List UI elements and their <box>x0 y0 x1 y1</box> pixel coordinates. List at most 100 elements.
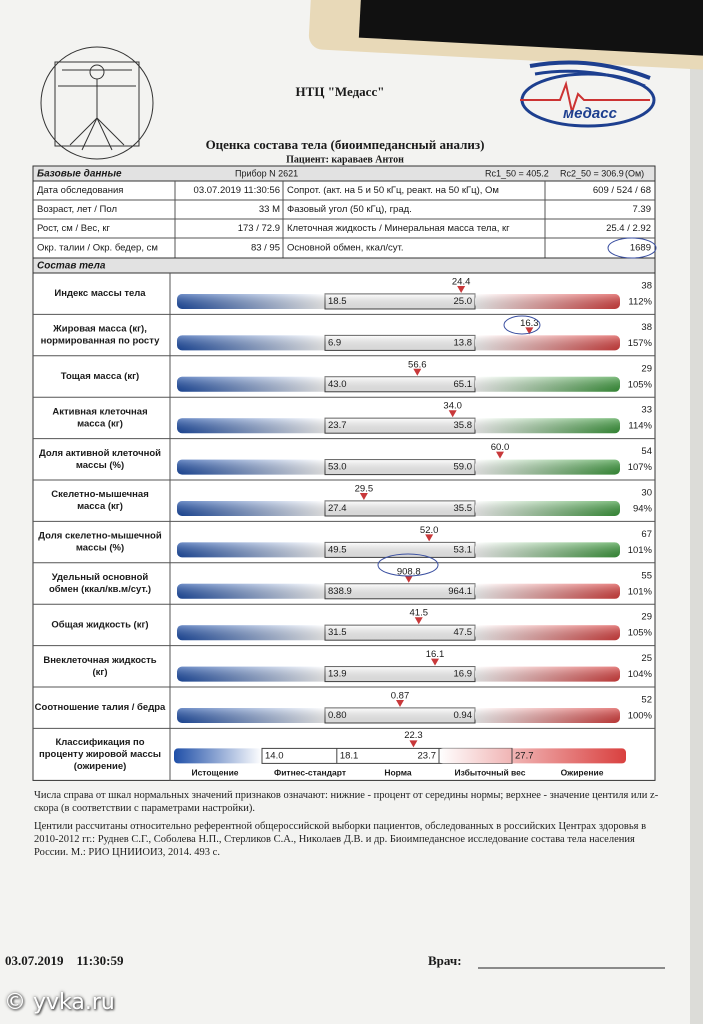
centile: 55 <box>641 570 652 581</box>
norm-low: 53.0 <box>328 462 347 473</box>
category: Избыточный вес <box>454 768 525 778</box>
bar-shade <box>177 418 620 434</box>
bar-shade <box>177 583 620 599</box>
base-table: Дата обследования 03.07.2019 11:30:56 Сопр… <box>32 180 656 259</box>
marker-value: 52.0 <box>420 525 439 536</box>
threshold: 14.0 <box>265 750 284 761</box>
norm-low: 31.5 <box>328 627 347 638</box>
centile: 38 <box>641 281 652 292</box>
cell-label: Окр. талии / Окр. бедер, см <box>37 243 158 254</box>
pen-circle <box>607 237 657 259</box>
marker-value: 29.5 <box>355 484 374 495</box>
marker-value: 60.0 <box>491 442 510 453</box>
percent: 114% <box>628 421 652 432</box>
cell-label: Клеточная жидкость / Минеральная масса т… <box>287 223 510 234</box>
bar-shade <box>177 708 620 723</box>
cell-value: 609 / 524 / 68 <box>593 185 651 196</box>
indicator-label: Скелетно-мышечная <box>51 489 149 500</box>
pen-circle <box>503 315 541 335</box>
indicator-label: Общая жидкость (кг) <box>51 619 148 630</box>
centile: 29 <box>641 612 652 623</box>
indicator-label: проценту жировой массы <box>39 749 161 760</box>
marker-value: 34.0 <box>443 401 462 412</box>
marker-triangle <box>457 286 466 293</box>
bar-shade <box>177 542 620 558</box>
cell-label: Фазовый угол (50 кГц), град. <box>287 204 412 215</box>
indicator-label: Доля скелетно-мышечной <box>38 531 162 542</box>
norm-high: 53.1 <box>454 544 473 555</box>
indicator-label: массы (%) <box>76 460 124 471</box>
norm-high: 65.1 <box>454 379 473 390</box>
paper-edge <box>690 0 703 1024</box>
threshold: 27.7 <box>515 750 534 761</box>
percent: 101% <box>628 545 653 556</box>
percent: 105% <box>628 379 653 390</box>
cell-value: 83 / 95 <box>251 243 280 254</box>
norm-low: 0.80 <box>328 710 347 721</box>
norm-low: 49.5 <box>328 544 347 555</box>
marker-value: 0.87 <box>391 691 410 702</box>
marker-value: 908.8 <box>397 566 421 577</box>
marker-triangle <box>409 740 418 748</box>
category: Фитнес-стандарт <box>274 768 346 778</box>
phone-screen <box>358 0 703 57</box>
marker-value: 16.3 <box>520 318 539 329</box>
norm-low: 6.9 <box>328 337 341 348</box>
doctor-label: Врач: <box>428 953 462 968</box>
marker-value: 56.6 <box>408 359 427 370</box>
norm-low: 838.9 <box>328 586 352 597</box>
marker-value: 22.3 <box>404 730 423 741</box>
norm-high: 35.5 <box>454 503 473 514</box>
bar-shade <box>177 666 620 682</box>
marker-triangle <box>359 493 368 500</box>
indicator-label: массы (%) <box>76 543 124 554</box>
norm-high: 16.9 <box>454 669 473 680</box>
org-name: НТЦ "Медасс" <box>296 84 385 99</box>
indicator-label: обмен (ккал/кв.м/сут.) <box>49 584 151 595</box>
marker-triangle <box>396 700 404 707</box>
marker-triangle <box>496 451 504 459</box>
indicator-label: Соотношение талия / бедра <box>35 702 166 713</box>
centile: 25 <box>641 653 652 664</box>
cell-value: 25.4 / 2.92 <box>606 223 651 234</box>
notes: Числа справа от шкал нормальных значений… <box>34 789 659 864</box>
composition-frame <box>32 272 656 781</box>
norm-low: 27.4 <box>328 503 347 514</box>
percent: 104% <box>628 669 653 680</box>
percent: 94% <box>633 504 653 515</box>
category: Ожирение <box>561 768 604 778</box>
indicator-label: масса (кг) <box>77 418 123 429</box>
vitruvian-logo <box>40 46 154 160</box>
indicator-label: Удельный основной <box>52 572 149 583</box>
watermark: © yvka.ru <box>4 990 115 1015</box>
indicator-label: нормированная по росту <box>41 336 160 347</box>
cell-label: Рост, см / Вес, кг <box>37 223 111 234</box>
indicator-label: Активная клеточная <box>52 406 147 417</box>
norm-high: 25.0 <box>454 296 473 307</box>
bar-shade <box>177 335 620 351</box>
cell-label: Возраст, лет / Пол <box>37 204 117 215</box>
indicators: Индекс массы тела 18.5 25.0 24.4 38 112% Жиров… <box>32 272 656 781</box>
cell-value: 1689 <box>630 243 651 254</box>
percent: 157% <box>628 338 653 349</box>
marker-triangle <box>404 575 413 583</box>
category: Норма <box>384 768 412 778</box>
category: Истощение <box>191 768 238 778</box>
norm-low: 13.9 <box>328 669 347 680</box>
indicator-label: Внеклеточная жидкость <box>43 655 156 666</box>
cell-label: Сопрот. (акт. на 5 и 50 кГц, реакт. на 5… <box>287 185 499 196</box>
class-low <box>174 748 262 764</box>
marker-value: 16.1 <box>426 649 445 660</box>
medass-logo <box>520 60 656 128</box>
norm-low: 18.5 <box>328 296 347 307</box>
indicator-label: Классификация по <box>55 737 144 748</box>
marker-triangle <box>431 658 439 666</box>
indicator-label: Доля активной клеточной <box>39 448 161 459</box>
percent: 107% <box>628 462 653 473</box>
percent: 105% <box>628 628 653 639</box>
indicator-label: Жировая масса (кг), <box>52 324 147 335</box>
class-high <box>439 748 626 764</box>
bar-shade <box>177 294 620 309</box>
